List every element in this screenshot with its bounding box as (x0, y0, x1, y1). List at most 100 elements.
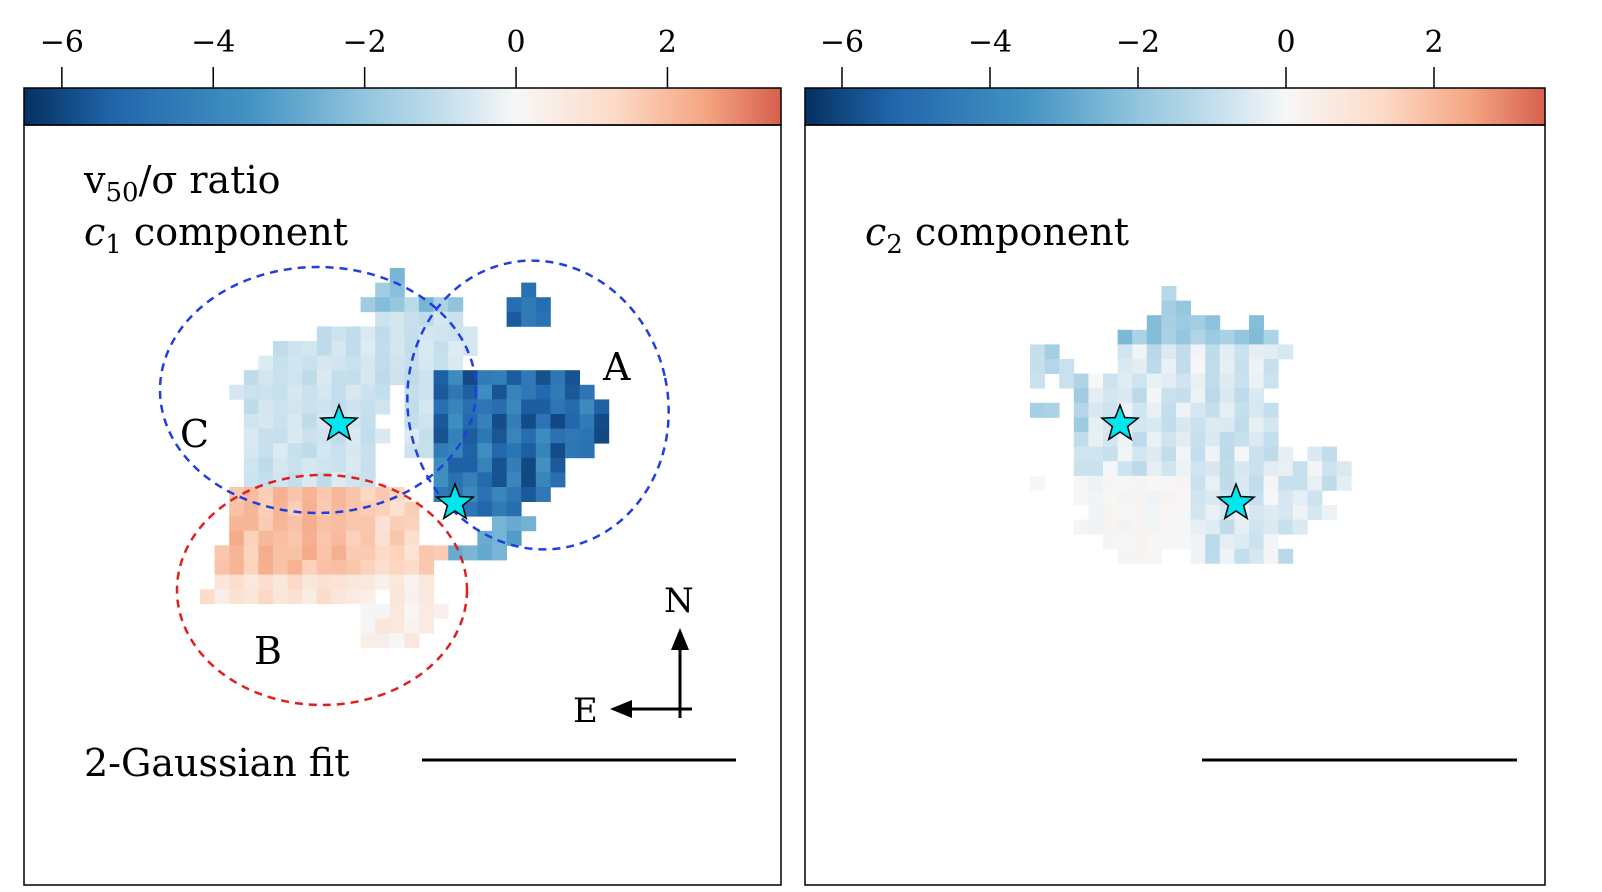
map-pixel (1249, 388, 1264, 404)
map-pixel (1307, 505, 1323, 520)
map-pixel (404, 355, 420, 371)
map-pixel (1146, 329, 1162, 345)
map-pixel (1176, 534, 1191, 550)
map-pixel (433, 414, 449, 429)
map-pixel (506, 384, 522, 400)
map-pixel (506, 297, 522, 313)
map-pixel (214, 545, 230, 561)
map-pixel (375, 487, 391, 502)
map-pixel (1161, 461, 1177, 477)
map-pixel (1322, 505, 1337, 520)
map-pixel (331, 341, 347, 356)
map-pixel (1117, 388, 1133, 404)
map-pixel (389, 297, 405, 313)
map-pixel (1263, 490, 1279, 506)
map-pixel (273, 589, 288, 605)
map-pixel (433, 384, 449, 400)
map-pixel (462, 443, 478, 459)
map-pixel (229, 589, 245, 605)
map-pixel (1088, 519, 1104, 535)
map-pixel (1117, 359, 1133, 374)
map-pixel (594, 428, 610, 444)
map-pixel (521, 472, 537, 488)
map-pixel (287, 384, 303, 400)
map-pixel (506, 530, 522, 546)
map-pixel (273, 530, 288, 546)
map-pixel (287, 443, 303, 459)
map-pixel (1161, 373, 1177, 389)
map-pixel (360, 297, 376, 313)
map-pixel (243, 530, 259, 546)
left-map-frame (23, 124, 782, 886)
map-pixel (1336, 475, 1352, 491)
map-pixel (521, 311, 537, 327)
map-pixel (448, 414, 464, 429)
map-pixel (1234, 417, 1250, 433)
map-pixel (243, 414, 259, 429)
star-marker (1215, 481, 1257, 521)
map-pixel (1073, 490, 1089, 506)
map-pixel (389, 618, 405, 634)
map-pixel (1132, 548, 1148, 564)
map-pixel (419, 297, 434, 313)
map-pixel (419, 574, 434, 590)
map-pixel (1103, 505, 1118, 520)
map-pixel (1073, 432, 1089, 447)
map-pixel (1132, 388, 1148, 404)
map-pixel (1263, 359, 1279, 374)
map-pixel (1205, 446, 1221, 462)
map-pixel (1030, 475, 1045, 491)
map-pixel (579, 428, 595, 444)
map-pixel (1176, 432, 1191, 447)
map-pixel (1219, 344, 1235, 360)
map-pixel (1103, 534, 1118, 550)
map-pixel (433, 603, 449, 619)
map-pixel (1234, 373, 1250, 389)
map-pixel (1190, 490, 1206, 506)
map-pixel (316, 341, 332, 356)
map-pixel (1292, 505, 1308, 520)
map-pixel (360, 487, 376, 502)
map-pixel (521, 414, 537, 429)
map-pixel (404, 545, 420, 561)
map-pixel (419, 589, 434, 605)
map-pixel (273, 414, 288, 429)
map-pixel (1103, 388, 1118, 404)
map-pixel (346, 472, 361, 488)
map-pixel (1161, 329, 1177, 345)
map-pixel (1249, 329, 1264, 345)
map-pixel (1059, 359, 1075, 374)
map-pixel (1146, 534, 1162, 550)
map-pixel (389, 574, 405, 590)
map-pixel (1132, 359, 1148, 374)
map-pixel (1117, 329, 1133, 345)
map-pixel (506, 501, 522, 517)
map-pixel (302, 428, 318, 444)
compass: N E (573, 581, 694, 731)
map-pixel (1146, 461, 1162, 477)
map-pixel (1249, 344, 1264, 360)
region-c-ellipse (158, 265, 478, 515)
map-pixel (243, 545, 259, 561)
east-arrow-head (610, 700, 632, 718)
map-pixel (419, 443, 434, 459)
map-pixel (506, 487, 522, 502)
map-pixel (360, 355, 376, 371)
map-pixel (375, 311, 391, 327)
map-pixel (360, 618, 376, 634)
map-pixel (462, 457, 478, 473)
map-pixel (506, 428, 522, 444)
map-pixel (404, 370, 420, 386)
map-pixel (302, 443, 318, 459)
map-pixel (1176, 446, 1191, 462)
map-pixel (258, 384, 274, 400)
map-pixel (404, 414, 420, 429)
map-pixel (565, 370, 580, 386)
map-pixel (521, 282, 537, 298)
map-pixel (448, 384, 464, 400)
map-pixel (535, 399, 551, 415)
map-pixel (1190, 475, 1206, 491)
map-pixel (1307, 490, 1323, 506)
map-pixel (302, 487, 318, 502)
